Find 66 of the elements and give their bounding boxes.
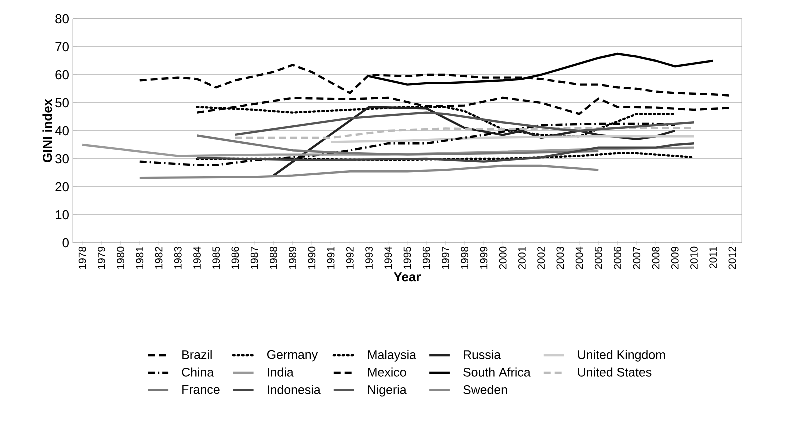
x-tick-label: 2003: [556, 246, 564, 270]
x-axis-title: Year: [394, 272, 421, 282]
legend-label: United Kingdom: [578, 350, 666, 362]
legend-label: United States: [578, 368, 652, 377]
x-tick-label: 2000: [499, 246, 507, 270]
y-tick-label: 70: [56, 42, 69, 52]
legend-label: France: [182, 385, 220, 394]
legend-label: Mexico: [368, 368, 406, 377]
y-axis-title: GINI index: [42, 99, 52, 162]
legend-label: Germany: [267, 350, 318, 362]
x-tick-label: 1978: [78, 246, 86, 269]
line-series: [234, 112, 696, 136]
x-tick-label: 1991: [327, 247, 335, 269]
y-tick-label: 10: [56, 210, 69, 220]
legend-label: Malaysia: [368, 350, 416, 362]
legend-label: Russia: [464, 350, 502, 360]
legend-label: China: [182, 368, 214, 377]
y-tick-label: 80: [56, 14, 69, 24]
legend-label: Brazil: [182, 350, 212, 360]
x-tick-label: 2010: [690, 246, 698, 270]
x-tick-label: 1993: [366, 246, 373, 269]
legend-label: India: [268, 368, 294, 377]
x-tick-label: 1979: [98, 247, 106, 269]
legend-label: South Africa: [464, 368, 531, 377]
x-tick-label: 2012: [728, 247, 736, 270]
x-tick-label: 1989: [289, 247, 297, 269]
x-tick-label: 1986: [232, 246, 240, 269]
y-tick-label: 20: [56, 182, 69, 192]
x-tick-label: 2002: [538, 247, 546, 270]
x-tick-label: 1999: [480, 247, 488, 269]
x-tick-label: 1981: [136, 247, 144, 269]
y-tick-label: 60: [56, 70, 69, 80]
x-tick-label: 1992: [346, 247, 354, 269]
legend-label: Sweden: [464, 385, 508, 394]
x-tick-label: 1998: [461, 246, 469, 269]
x-tick-label: 1997: [442, 247, 450, 269]
x-tick-label: 2001: [518, 247, 526, 270]
legend-label: Nigeria: [368, 385, 407, 397]
x-tick-label: 2008: [652, 246, 660, 270]
line-series: [196, 142, 696, 163]
x-tick-label: 2009: [671, 247, 679, 270]
x-tick-label: 1987: [250, 247, 258, 269]
legend-label: Indonesia: [268, 385, 321, 394]
x-tick-label: 1985: [212, 246, 220, 269]
x-tick-label: 1990: [308, 246, 316, 269]
x-tick-label: 1982: [155, 247, 163, 269]
x-tick-label: 2004: [576, 246, 584, 270]
x-tick-label: 1996: [422, 246, 430, 269]
y-tick-label: 30: [56, 154, 69, 164]
x-tick-label: 1983: [174, 246, 182, 269]
x-tick-label: 2005: [594, 246, 602, 270]
line-series: [196, 134, 600, 156]
x-tick-label: 2006: [614, 246, 622, 270]
x-tick-label: 1994: [384, 246, 392, 269]
line-series: [272, 106, 676, 177]
line-series: [138, 164, 600, 180]
x-tick-label: 1995: [404, 246, 412, 269]
y-tick-label: 0: [62, 238, 69, 248]
x-tick-label: 2011: [710, 247, 718, 268]
x-tick-label: 1988: [270, 246, 278, 269]
x-tick-label: 2007: [633, 247, 641, 270]
y-tick-label: 40: [55, 126, 69, 136]
line-series: [81, 144, 696, 158]
y-tick-label: 50: [56, 98, 69, 108]
x-tick-label: 1984: [194, 246, 201, 269]
x-tick-label: 1980: [117, 246, 124, 269]
